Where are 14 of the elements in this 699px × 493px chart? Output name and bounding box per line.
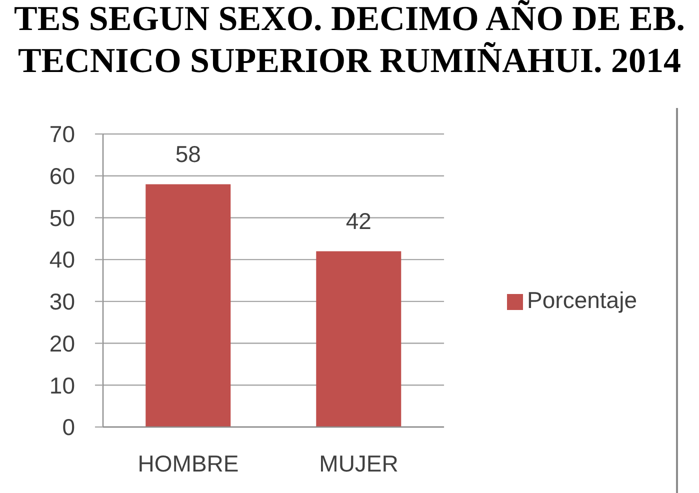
y-tick-label: 20 [49,330,75,356]
x-tick-label: MUJER [319,450,398,476]
chart-title: TES SEGUN SEXO. DECIMO AÑO DE EB. TECNICO SUPERIOR RUMIÑAHUI. 2014 [13,0,686,82]
y-tick-label: 10 [49,372,75,398]
legend-label: Porcentaje [527,287,637,313]
y-tick-label: 40 [49,246,75,273]
y-tick-label: 30 [49,288,75,315]
y-tick-label: 60 [49,163,75,190]
data-label: 42 [346,208,372,234]
y-tick-label: 50 [49,204,75,231]
x-tick-label: HOMBRE [138,450,239,476]
y-tick-label: 0 [62,414,75,440]
y-tick-label: 70 [49,121,75,148]
data-label: 58 [175,141,201,168]
